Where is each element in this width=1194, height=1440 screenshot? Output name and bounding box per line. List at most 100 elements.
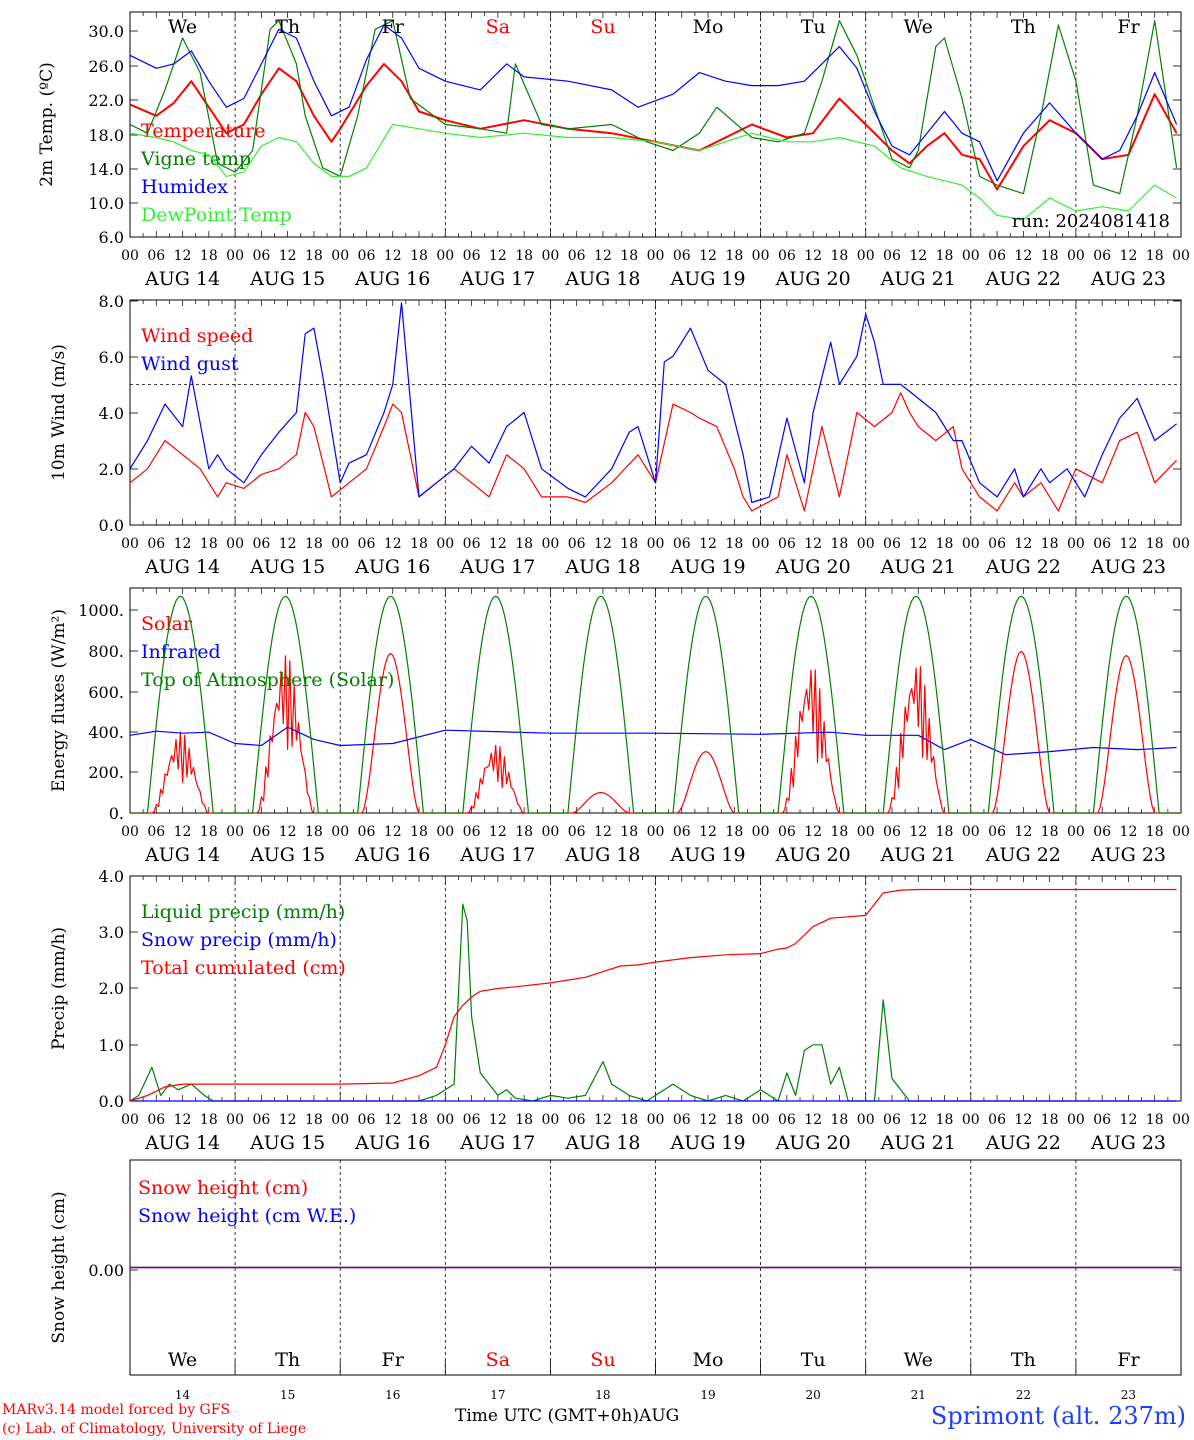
weekday-label-bottom: Su <box>590 1349 615 1371</box>
hour-label: 00 <box>331 248 349 264</box>
energy-y-tick-label: 1000. <box>78 601 124 620</box>
energy-series-infrared <box>129 726 1177 756</box>
precip-y-tick-label: 0.0 <box>99 1092 124 1111</box>
hour-label: 12 <box>279 824 297 840</box>
hour-label: 12 <box>699 1112 717 1128</box>
temperature-run-annotation: run: 2024081418 <box>1012 211 1170 232</box>
hour-label: 06 <box>358 248 376 264</box>
temperature-series-vigne-temp <box>129 20 1178 195</box>
hour-label: 12 <box>174 248 192 264</box>
hour-label: 06 <box>988 1112 1006 1128</box>
precip-series-total-cumulated-cm <box>129 888 1177 1102</box>
hour-label: 18 <box>1146 1112 1164 1128</box>
day-number-label: 23 <box>1121 1388 1136 1400</box>
hour-label: 06 <box>778 824 796 840</box>
hour-label: 12 <box>1120 824 1138 840</box>
hour-label: 18 <box>410 824 428 840</box>
weekday-label-top: We <box>904 16 933 38</box>
date-label: AUG 20 <box>775 844 851 866</box>
date-label: AUG 18 <box>564 556 640 578</box>
energy-series-top-of-atmosphere-solar <box>130 595 1181 814</box>
hour-label: 12 <box>489 1112 507 1128</box>
date-label: AUG 14 <box>144 268 220 290</box>
meteogram-chart: 6.0 10.0 14.0 18.0 22.0 26.0 30.0 2m Temp. (ºC)… <box>37 11 1190 1400</box>
temperature-y-tick-label: 22.0 <box>88 91 124 110</box>
hour-label: 06 <box>883 824 901 840</box>
hour-label: 12 <box>174 536 192 552</box>
date-label: AUG 21 <box>880 844 956 866</box>
weekday-label-top: We <box>168 16 197 38</box>
hour-label: 06 <box>673 536 691 552</box>
date-label: AUG 17 <box>459 844 535 866</box>
hour-label: 06 <box>778 248 796 264</box>
hour-label: 18 <box>1146 248 1164 264</box>
hour-label: 18 <box>936 248 954 264</box>
hour-label: 18 <box>305 824 323 840</box>
hour-label: 18 <box>1041 536 1059 552</box>
date-label: AUG 22 <box>985 844 1061 866</box>
date-label: AUG 17 <box>459 556 535 578</box>
date-label: AUG 22 <box>985 556 1061 578</box>
hour-label: 18 <box>305 248 323 264</box>
weekday-label-bottom: Fr <box>1117 1349 1140 1371</box>
hour-label: 12 <box>1120 248 1138 264</box>
hour-label: 12 <box>489 248 507 264</box>
hour-label: 18 <box>725 536 743 552</box>
hour-label: 12 <box>699 824 717 840</box>
hour-label: 06 <box>252 824 270 840</box>
hour-label: 12 <box>1014 248 1032 264</box>
temperature-legend-entry: Vigne temp <box>140 148 251 170</box>
hour-label: 00 <box>541 824 559 840</box>
hour-label: 00 <box>226 248 244 264</box>
date-label: AUG 14 <box>144 1132 220 1154</box>
hour-label: 00 <box>541 248 559 264</box>
precip-y-tick-label: 1.0 <box>99 1036 124 1055</box>
hour-label: 12 <box>384 536 402 552</box>
hour-label: 00 <box>541 1112 559 1128</box>
temperature-y-axis-label: 2m Temp. (ºC) <box>37 62 57 187</box>
hour-label: 00 <box>541 536 559 552</box>
model-credit: MARv3.14 model forced by GFS <box>2 1402 231 1418</box>
date-label: AUG 21 <box>880 1132 956 1154</box>
hour-label: 18 <box>620 248 638 264</box>
day-number-label: 21 <box>911 1388 926 1400</box>
weekday-label-top: Su <box>590 16 615 38</box>
date-label: AUG 21 <box>880 268 956 290</box>
hour-label: 06 <box>778 1112 796 1128</box>
energy-y-tick-label: 800. <box>88 642 124 661</box>
precip-legend-entry: Total cumulated (cm) <box>141 957 346 979</box>
hour-label: 00 <box>226 1112 244 1128</box>
hour-label: 06 <box>147 536 165 552</box>
weekday-label-bottom: We <box>168 1349 197 1371</box>
hour-label: 18 <box>410 248 428 264</box>
hour-label: 18 <box>831 536 849 552</box>
weekday-label-bottom: Th <box>1011 1349 1036 1371</box>
hour-label: 06 <box>883 536 901 552</box>
date-label: AUG 20 <box>775 556 851 578</box>
date-label: AUG 18 <box>564 268 640 290</box>
precip-y-tick-label: 2.0 <box>99 979 124 998</box>
energy-frame <box>129 587 1182 814</box>
hour-label: 18 <box>1146 824 1164 840</box>
hour-label: 06 <box>673 248 691 264</box>
day-number-label: 18 <box>595 1388 610 1400</box>
hour-label: 00 <box>962 824 980 840</box>
hour-label: 12 <box>1014 824 1032 840</box>
day-number-label: 19 <box>700 1388 715 1400</box>
temperature-y-tick-label: 6.0 <box>99 228 124 247</box>
hour-label: 12 <box>909 824 927 840</box>
date-label: AUG 14 <box>144 556 220 578</box>
hour-label: 06 <box>883 1112 901 1128</box>
temperature-series-humidex <box>129 24 1178 182</box>
hour-label: 18 <box>200 1112 218 1128</box>
temperature-series-dewpoint-temp <box>129 123 1177 221</box>
hour-label: 12 <box>699 536 717 552</box>
date-label: AUG 23 <box>1090 1132 1166 1154</box>
hour-label: 12 <box>1120 1112 1138 1128</box>
hour-label: 18 <box>831 248 849 264</box>
hour-label: 12 <box>909 1112 927 1128</box>
weekday-label-bottom: Sa <box>486 1349 510 1371</box>
hour-label: 18 <box>1041 248 1059 264</box>
date-label: AUG 15 <box>249 844 325 866</box>
weekday-label-top: Fr <box>382 16 405 38</box>
